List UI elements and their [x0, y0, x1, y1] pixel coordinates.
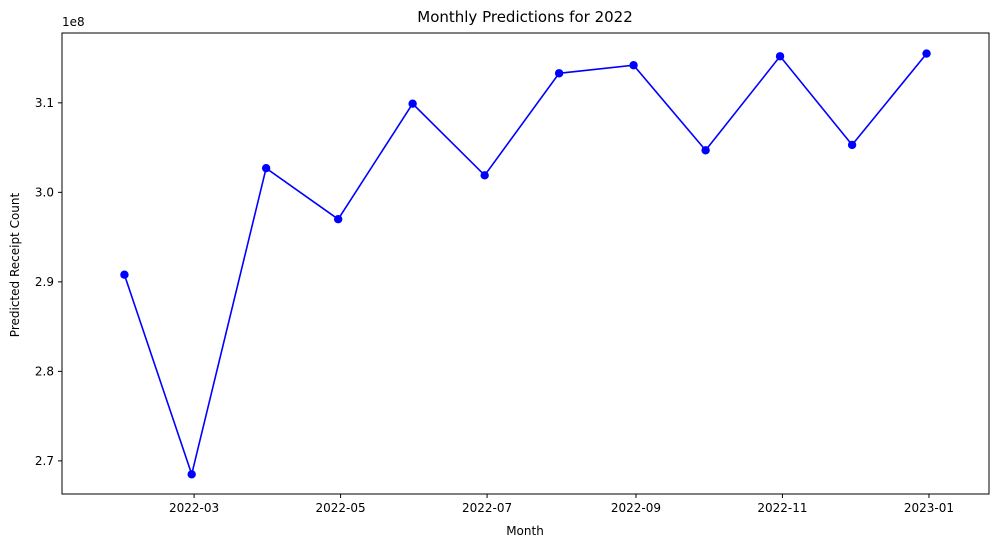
data-point: [922, 49, 931, 58]
y-offset-label: 1e8: [62, 15, 85, 29]
axes: 2022-03 2022-05 2022-07 2022-09 2022-11 2023-…: [35, 96, 954, 515]
data-point: [408, 99, 417, 108]
data-point: [554, 69, 564, 78]
data-point: [120, 270, 129, 279]
data-point: [847, 140, 857, 150]
x-axis-label: Month: [506, 524, 544, 538]
data-point: [775, 52, 785, 61]
y-tick-label: 2.9: [35, 275, 54, 289]
x-tick-label: 2022-05: [316, 501, 366, 515]
chart-title: Monthly Predictions for 2022: [417, 8, 633, 26]
y-tick-label: 2.7: [35, 454, 54, 468]
data-point: [187, 470, 196, 479]
y-tick-label: 3.1: [35, 96, 54, 110]
x-tick-label: 2023-01: [904, 501, 954, 515]
series-line: [123, 53, 928, 478]
y-tick-label: 3.0: [35, 185, 54, 199]
x-tick-label: 2022-11: [757, 501, 807, 515]
y-axis-label: Predicted Receipt Count: [8, 193, 22, 338]
x-tick-label: 2022-09: [611, 501, 661, 515]
plot-frame: [61, 32, 990, 495]
x-tick-label: 2022-07: [462, 501, 512, 515]
data-point: [701, 146, 710, 155]
data-point: [261, 163, 271, 173]
data-point: [333, 214, 343, 224]
data-point: [480, 171, 489, 180]
data-point: [629, 61, 638, 70]
series-layer: [120, 49, 931, 479]
y-tick-label: 2.8: [35, 364, 54, 378]
x-tick-label: 2022-03: [169, 501, 219, 515]
